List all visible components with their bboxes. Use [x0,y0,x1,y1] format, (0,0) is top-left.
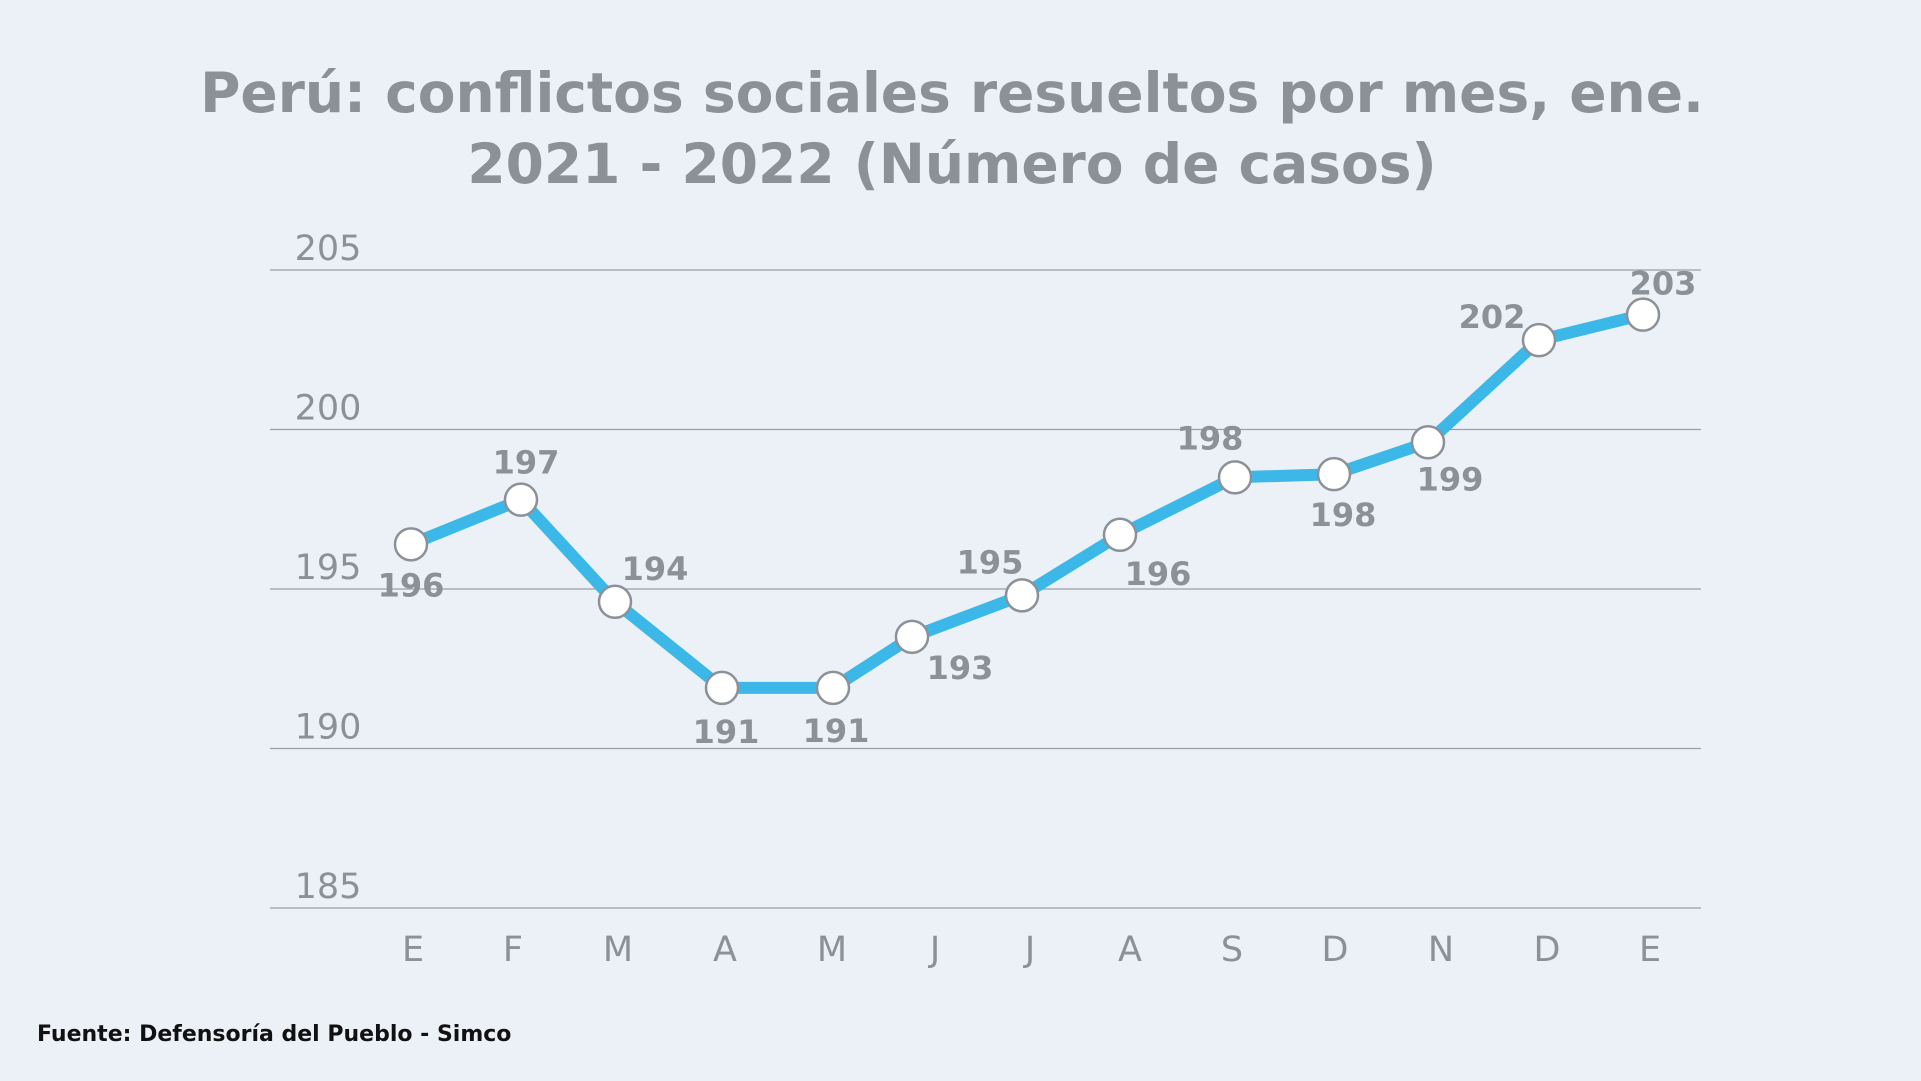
data-point-6 [1004,578,1040,613]
data-point-8 [1217,460,1253,495]
series-markers [393,297,1661,706]
data-point-10 [1410,425,1446,460]
chart-title-line-2: 2021 - 2022 (Número de casos) [467,132,1436,196]
data-point-9 [1316,456,1352,492]
data-label-2: 194 [622,550,689,588]
y-tick-label-190: 190 [295,708,362,748]
x-tick-label-2: M [603,930,633,970]
data-label-11: 202 [1459,298,1526,336]
data-label-7: 196 [1125,555,1192,593]
data-label-12: 203 [1630,265,1697,303]
data-label-8: 198 [1177,419,1244,457]
gridlines [270,269,1701,909]
x-tick-label-5: J [928,930,940,970]
x-tick-label-1: F [503,930,523,970]
x-tick-label-12: E [1639,930,1661,970]
y-tick-label-200: 200 [295,389,362,429]
x-tick-label-8: S [1221,930,1243,970]
data-label-9: 198 [1310,496,1377,534]
data-label-10: 199 [1417,460,1484,498]
x-tick-label-4: M [817,930,847,970]
data-point-0 [393,527,429,562]
x-tick-label-0: E [402,930,424,970]
data-point-4 [815,670,851,706]
x-tick-label-9: D [1322,930,1349,970]
x-tick-label-6: J [1023,930,1035,970]
data-label-5: 193 [927,649,994,687]
chart-title-line-1: Perú: conflictos sociales resueltos por … [200,61,1704,125]
x-tick-label-7: A [1118,930,1142,970]
data-point-1 [503,482,539,517]
source-note: Fuente: Defensoría del Pueblo - Simco [37,1022,512,1047]
x-tick-label-10: N [1428,930,1454,970]
y-tick-label-195: 195 [295,548,362,588]
data-label-6: 195 [957,543,1024,581]
data-label-3: 191 [693,713,760,751]
y-tick-label-205: 205 [295,229,362,269]
series-path [405,308,1649,694]
x-tick-label-11: D [1534,930,1561,970]
data-point-3 [704,670,740,706]
data-point-12 [1625,297,1661,332]
data-point-7 [1102,517,1138,553]
data-point-5 [894,619,930,655]
data-point-11 [1521,322,1557,358]
data-labels: 196 197 194 191 191 193 195 196 198 198 199 202 203 [378,265,1697,751]
y-tick-label-185: 185 [295,867,362,907]
data-label-0: 196 [378,566,445,604]
data-label-1: 197 [493,444,560,482]
data-label-4: 191 [803,712,870,750]
series-line [405,308,1649,694]
data-point-2 [597,584,633,620]
y-axis-ticks: 185 190 195 200 205 [295,229,362,907]
x-tick-label-3: A [713,930,737,970]
chart-title: Perú: conflictos sociales resueltos por … [200,61,1704,196]
